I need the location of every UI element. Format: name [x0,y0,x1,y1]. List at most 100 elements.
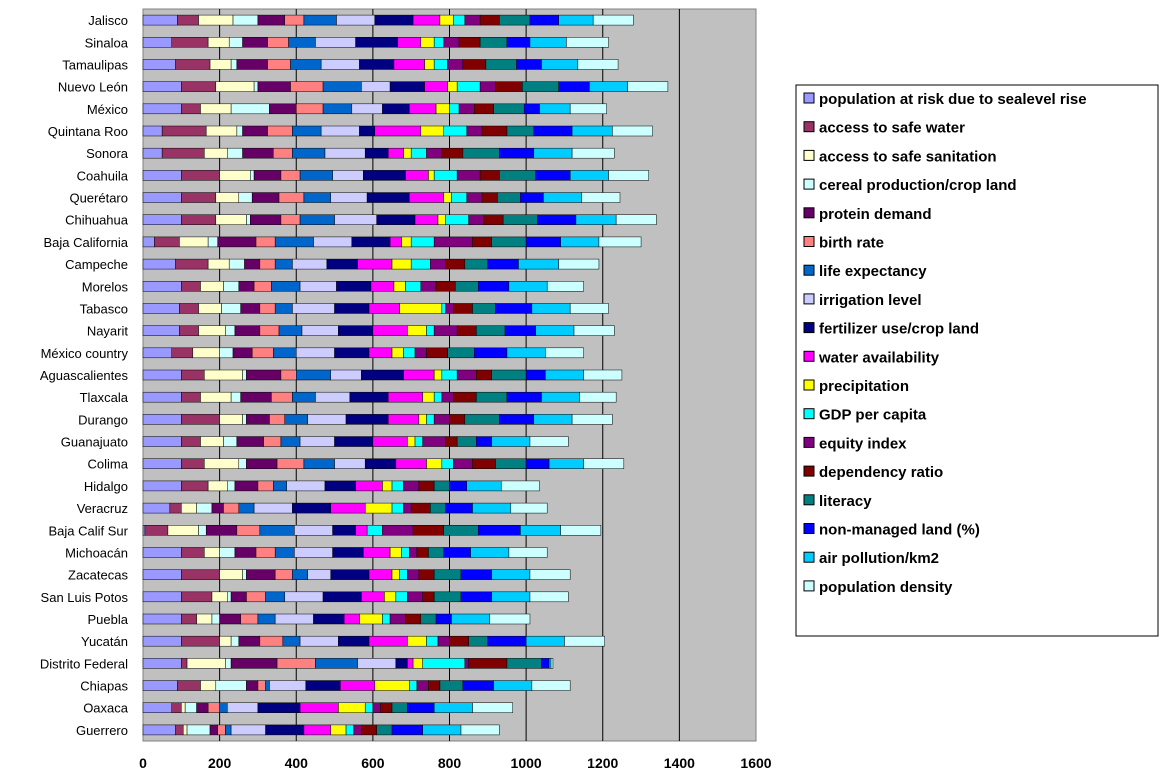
legend-swatch [803,322,815,334]
x-tick-label: 1400 [664,755,695,771]
bar-segment [179,325,199,336]
bar-segment [548,658,552,669]
bar-segment [257,14,286,26]
bar-segment [273,147,293,159]
bar-segment [529,14,559,26]
bar-segment [257,680,266,691]
bar-segment [320,59,360,70]
bar-segment [420,613,437,625]
legend-label: GDP per capita [819,407,927,424]
bar-segment [179,303,199,314]
bar-segment [422,391,435,403]
bar-segment [403,480,420,492]
bar-segment [217,236,257,248]
legend-label: fertilizer use/crop land [819,321,979,338]
bar-segment [569,170,609,181]
bar-segment [225,724,232,736]
bar-segment [571,125,613,137]
bar-segment [253,502,293,514]
bar-segment [251,347,274,359]
bar-segment [330,502,366,514]
bar-segment [299,635,339,647]
bar-segment [391,347,404,359]
bar-segment [200,281,224,292]
bar-segment [433,591,462,603]
bar-segment [472,303,496,314]
bar-segment [456,170,481,181]
bar-segment [204,147,228,159]
category-label: Oaxaca [83,701,129,716]
bar-segment [357,258,393,270]
category-label: Zacatecas [68,568,128,583]
category-label: Yucatán [81,634,128,649]
bar-segment [207,236,218,248]
bar-segment [401,236,412,248]
bar-segment [491,436,531,447]
category-label: Veracruz [77,501,128,516]
bar-segment [477,525,521,536]
bar-segment [292,147,326,159]
bar-segment [389,81,425,92]
bar-segment [181,103,201,115]
legend-swatch [803,580,815,592]
bar-segment [409,547,418,558]
bar-segment [142,436,182,447]
bar-segment [299,281,337,292]
bar-segment [177,680,201,691]
bar-segment [384,591,397,603]
bar-segment [219,414,243,425]
bar-segment [391,258,412,270]
bar-segment [443,547,471,558]
category-label: Baja Calif Sur [49,523,129,538]
bar-segment [374,680,410,691]
bar-segment [265,724,305,736]
bar-segment [142,258,176,270]
bar-segment [573,325,615,336]
bar-segment [433,369,443,381]
bar-segment [391,569,400,580]
bar-segment [315,658,358,669]
bar-segment [372,702,381,713]
bar-segment [296,347,335,359]
bar-segment [451,613,490,625]
legend-swatch [803,379,815,391]
bar-segment [410,236,435,248]
bar-segment [169,502,182,514]
bar-segment [284,591,324,603]
bar-segment [217,724,226,736]
bar-segment [535,325,575,336]
bar-segment [253,81,259,92]
bar-segment [370,281,395,292]
bar-segment [292,125,322,137]
bar-segment [338,325,374,336]
bar-segment [343,613,360,625]
bar-segment [200,680,217,691]
bar-segment [460,569,492,580]
bar-segment [560,236,600,248]
bar-segment [142,502,171,514]
bar-segment [412,658,423,669]
bar-segment [382,525,414,536]
bar-segment [255,236,276,248]
bar-segment [236,59,268,70]
bar-segment [340,680,376,691]
bar-segment [338,635,370,647]
legend-swatch [803,92,815,104]
bar-segment [209,724,218,736]
bar-segment [529,591,569,603]
legend-label: life expectancy [819,263,927,280]
category-label: Michoacán [65,545,128,560]
bar-segment [192,347,220,359]
bar-segment [225,658,232,669]
legend-label: water availability [818,349,940,366]
bar-segment [175,59,211,70]
bar-segment [533,414,573,425]
bar-segment [359,613,383,625]
bar-segment [142,125,163,137]
bar-segment [230,103,270,115]
bar-segment [282,635,301,647]
bar-segment [238,281,255,292]
bar-segment [409,192,445,203]
bar-segment [242,369,247,381]
bar-segment [468,214,485,225]
